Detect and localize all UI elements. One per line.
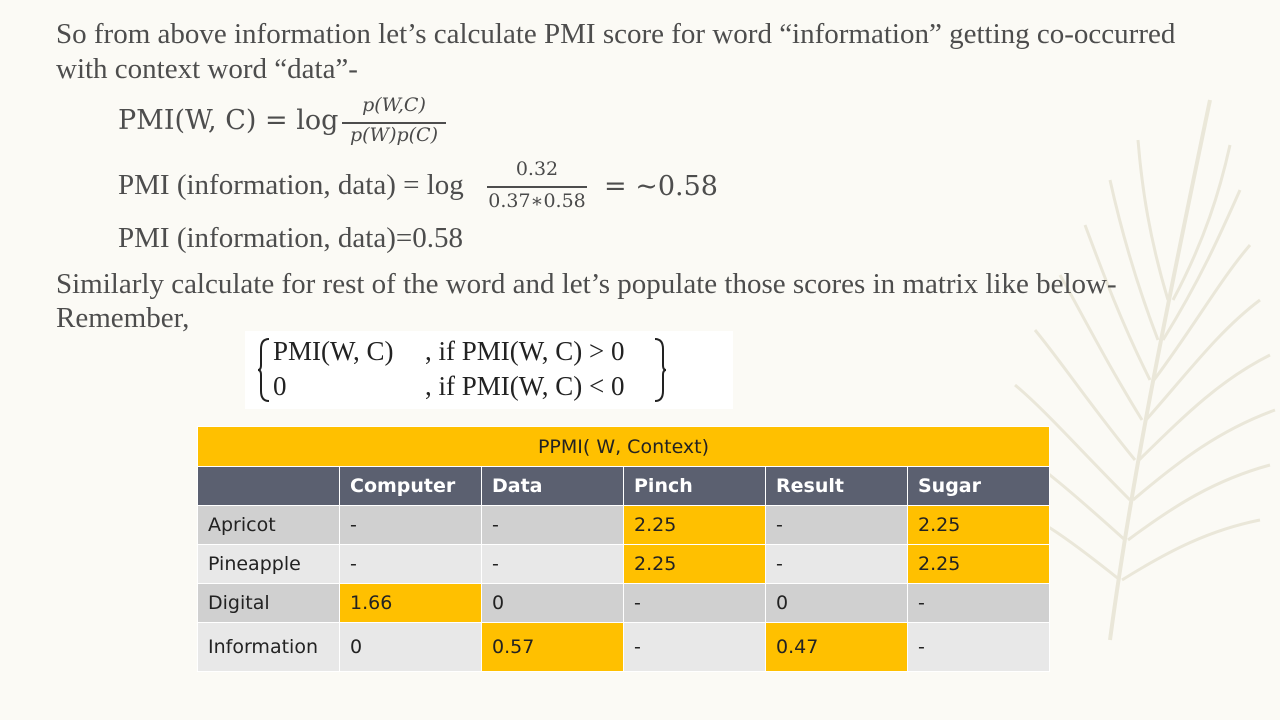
row-label: Digital [197,583,340,623]
table-cell: 0 [339,622,482,672]
table-cell: - [481,505,624,545]
row-label: Apricot [197,505,340,545]
left-brace-icon [257,338,270,402]
right-brace-icon [654,338,667,402]
table-cell: - [623,622,766,672]
table-row: Apricot - - 2.25 - 2.25 [197,505,1050,545]
table-cell: 0 [765,583,908,623]
ppmi-cases-formula: PMI(W, C) , if PMI(W, C) > 0 0 , if PMI(… [245,331,733,409]
case2-expr: 0 [273,371,287,401]
header-cell: Data [481,466,624,506]
case2-condition: , if PMI(W, C) < 0 [425,371,625,401]
formula2-lhs: PMI (information, data) = log [118,169,464,201]
header-cell: Result [765,466,908,506]
similarly-line-2: Remember, [56,302,190,334]
formula2-fraction-bar [487,186,587,188]
table-cell: - [481,544,624,584]
table-cell: 2.25 [907,544,1050,584]
table-row: Digital 1.66 0 - 0 - [197,583,1050,623]
ppmi-table: PPMI( W, Context) Computer Data Pinch Re… [197,426,1050,672]
table-cell: 2.25 [623,544,766,584]
intro-line-2: with context word “data”- [56,53,358,85]
table-cell: - [907,583,1050,623]
table-cell: - [339,505,482,545]
table-title: PPMI( W, Context) [197,426,1050,467]
table-title-row: PPMI( W, Context) [197,426,1050,467]
header-cell: Computer [339,466,482,506]
formula1-lhs: PMI(W, C) = log [118,105,339,136]
row-label: Pineapple [197,544,340,584]
table-cell: - [765,544,908,584]
formula2-fraction: 0.32 0.37∗0.58 [484,156,590,214]
formula2-denominator: 0.37∗0.58 [488,190,586,212]
formula1-fraction-bar [342,122,446,124]
case1-expr: PMI(W, C) [273,336,394,366]
header-cell: Sugar [907,466,1050,506]
table-cell: 0.47 [765,622,908,672]
table-row: Information 0 0.57 - 0.47 - [197,622,1050,672]
case1-condition: , if PMI(W, C) > 0 [425,336,625,366]
formula3: PMI (information, data)=0.58 [118,222,463,254]
table-header-row: Computer Data Pinch Result Sugar [197,466,1050,506]
feather-decoration [989,99,1276,641]
table-cell: 1.66 [339,583,482,623]
row-label: Information [197,622,340,672]
table-row: Pineapple - - 2.25 - 2.25 [197,544,1050,584]
table-cell: - [907,622,1050,672]
header-cell: Pinch [623,466,766,506]
table-cell: 2.25 [907,505,1050,545]
intro-line-1: So from above information let’s calculat… [56,18,1176,50]
formula1-denominator: p(W)p(C) [349,124,439,146]
similarly-line-1: Similarly calculate for rest of the word… [56,268,1117,300]
formula1-numerator: p(W,C) [362,94,426,116]
formula2-rhs: = ~0.58 [604,171,718,202]
table-cell: - [339,544,482,584]
table-cell: - [765,505,908,545]
table-cell: 2.25 [623,505,766,545]
header-cell [197,466,340,506]
formula2-numerator: 0.32 [515,158,559,180]
formula1-fraction: p(W,C) p(W)p(C) [340,92,448,148]
table-cell: 0 [481,583,624,623]
table-cell: 0.57 [481,622,624,672]
table-cell: - [623,583,766,623]
